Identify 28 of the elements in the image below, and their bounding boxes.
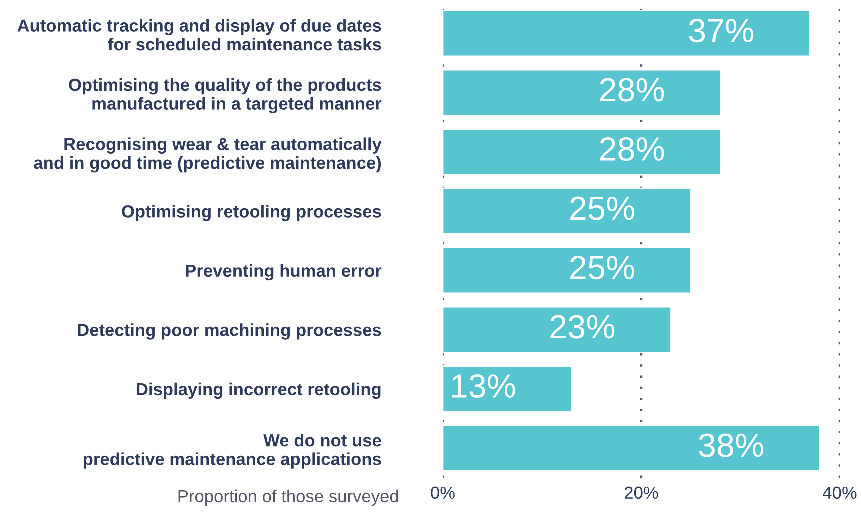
bar [443,10,811,58]
y-tick-label: Optimising retooling processes [122,205,382,222]
data-label: 28% [600,137,664,162]
bar [443,188,692,235]
data-label: 13% [452,374,516,398]
y-tick-label: Displaying incorrect retooling [137,382,381,400]
y-tick-label: Automatic tracking and display of due dates for scheduled maintenance tasks [18,19,382,51]
data-label: 25% [570,256,634,280]
data-label: 25% [570,196,634,220]
y-tick-label: Optimising the quality of the products manufactured in a targeted manner [69,78,382,114]
data-label: 28% [600,78,664,102]
bar [443,366,573,413]
x-tick-label: 20% [625,486,658,500]
bar [443,247,692,294]
y-tick-label: We do not use predictive maintenance applications [84,434,382,469]
x-tick-label: 40% [823,486,857,500]
data-label: 23% [550,315,615,339]
bar [443,306,672,354]
y-tick-label: Preventing human error [186,264,382,281]
bar [443,69,722,116]
data-label: 38% [699,434,764,458]
x-tick-label: 0% [431,486,455,500]
bar [443,128,722,176]
bar [443,424,821,472]
y-tick-label: Detecting poor machining processes [78,324,382,340]
y-tick-label: Recognising wear & tear automatically and in good time (predictive maintenance) [34,138,382,173]
data-label: 37% [689,18,754,43]
x-axis-title: Proportion of those surveyed [178,490,398,506]
